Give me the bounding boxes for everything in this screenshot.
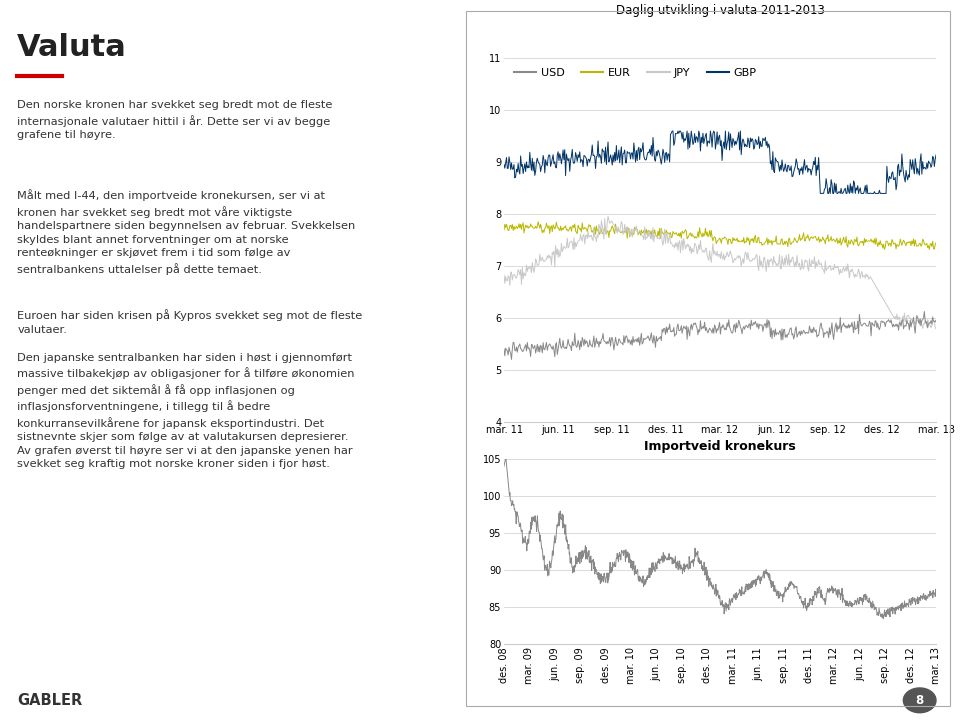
- Text: Den norske kronen har svekket seg bredt mot de fleste
internasjonale valutaer hi: Den norske kronen har svekket seg bredt …: [17, 100, 333, 141]
- Circle shape: [903, 688, 936, 713]
- Text: Euroen har siden krisen på Kypros svekket seg mot de fleste
valutaer.: Euroen har siden krisen på Kypros svekke…: [17, 309, 363, 335]
- Text: 8: 8: [916, 694, 924, 707]
- Text: Målt med I-44, den importveide kronekursen, ser vi at
kronen har svekket seg bre: Målt med I-44, den importveide kronekurs…: [17, 189, 355, 274]
- Text: Valuta: Valuta: [17, 33, 127, 62]
- Text: GABLER: GABLER: [17, 693, 83, 708]
- Text: Den japanske sentralbanken har siden i høst i gjennomført
massive tilbakekjøp av: Den japanske sentralbanken har siden i h…: [17, 353, 355, 470]
- Title: Importveid kronekurs: Importveid kronekurs: [644, 440, 796, 454]
- Title: Daglig utvikling i valuta 2011-2013: Daglig utvikling i valuta 2011-2013: [615, 4, 825, 17]
- Legend: USD, EUR, JPY, GBP: USD, EUR, JPY, GBP: [510, 64, 761, 83]
